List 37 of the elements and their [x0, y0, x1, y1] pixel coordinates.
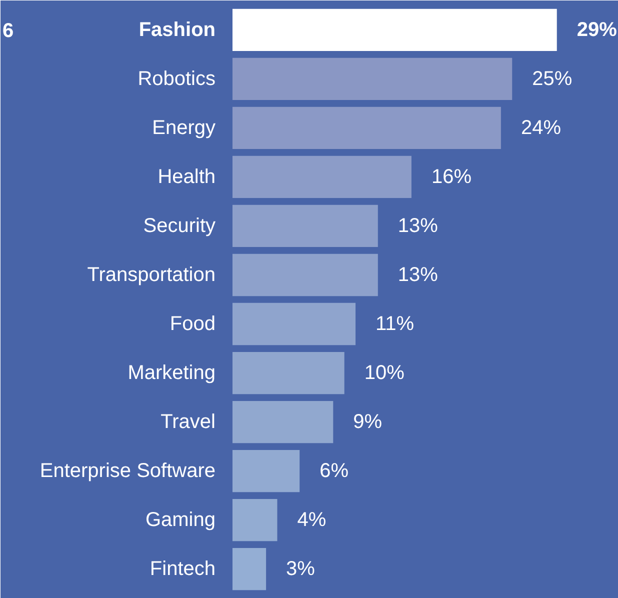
bar: [232, 302, 356, 346]
y-tick-label: Robotics: [138, 68, 216, 90]
y-tick-label: Health: [158, 166, 216, 188]
data-label: 10%: [364, 362, 405, 384]
text: 6: [2, 20, 14, 42]
bar: [232, 498, 278, 542]
bar: [232, 254, 378, 296]
y-tick-label: Enterprise Software: [40, 460, 216, 482]
y-tick-label: Food: [170, 313, 216, 336]
y-tick-label: Security: [143, 214, 216, 237]
bar: [232, 548, 266, 590]
data-label: 16%: [431, 166, 472, 188]
bar: [232, 106, 501, 150]
data-label: 6%: [320, 460, 349, 482]
bar: [232, 400, 334, 444]
data-label: 13%: [398, 214, 438, 237]
y-tick-label: Transportation: [87, 264, 216, 286]
y-tick-label: Fintech: [150, 558, 216, 580]
data-label: 29%: [576, 18, 618, 41]
bar: [232, 450, 300, 492]
y-tick-label: Fashion: [138, 18, 216, 41]
bar: [232, 58, 512, 100]
data-label: 11%: [376, 313, 414, 336]
bar: [232, 156, 412, 198]
data-label: 13%: [398, 264, 438, 286]
bar: [232, 8, 557, 51]
data-label: 9%: [353, 411, 382, 434]
y-tick-label: Marketing: [128, 362, 216, 384]
data-label: 25%: [532, 68, 572, 90]
bar: [232, 352, 344, 394]
y-tick-label: Energy: [152, 116, 216, 139]
data-label: 4%: [297, 509, 326, 532]
data-label: 3%: [286, 558, 316, 580]
y-tick-label: Gaming: [145, 509, 216, 532]
y-tick-label: Travel: [160, 411, 216, 434]
bar: [232, 204, 378, 248]
data-label: 24%: [520, 116, 562, 139]
